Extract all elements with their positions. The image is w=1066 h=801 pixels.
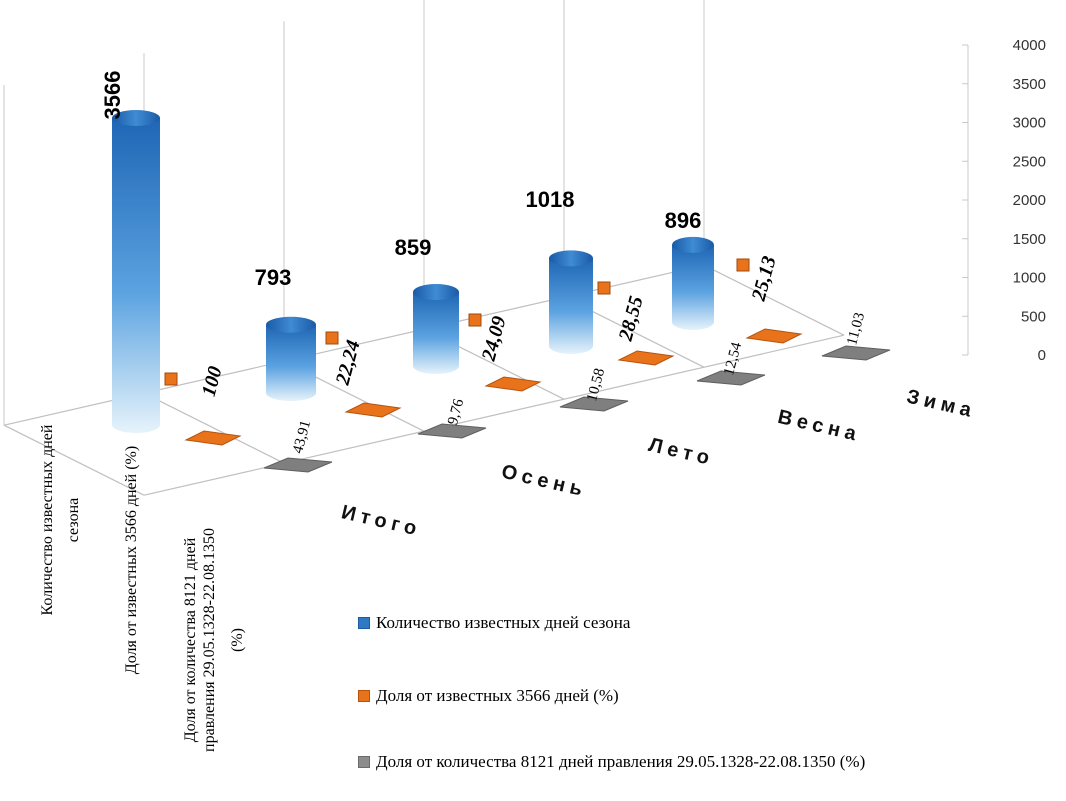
y-tick-label: 0	[1038, 347, 1046, 364]
bar-blue-1	[266, 324, 316, 401]
label-share-reign-1: 9,76	[445, 397, 467, 427]
bar-gray-2	[559, 396, 629, 412]
legend-item-share-known: Доля от известных 3566 дней (%)	[358, 686, 619, 706]
series-axis-label-2: (%)	[229, 628, 246, 652]
y-tick-label: 4000	[1013, 37, 1046, 54]
chart-walls	[3, 0, 845, 496]
category-label-4: Зима	[905, 386, 979, 423]
y-tick-label: 1000	[1013, 270, 1046, 287]
category-label-3: Весна	[776, 406, 863, 446]
legend-label-share-reign: Доля от количества 8121 дней правления 2…	[376, 752, 866, 771]
series-axis-label-2: Доля от количества 8121 дней	[182, 537, 199, 742]
y-tick-label: 3000	[1013, 115, 1046, 132]
category-label-2: Лето	[646, 434, 716, 470]
label-share-reign-4: 11,03	[844, 311, 868, 347]
marker-orange-1	[325, 331, 339, 345]
floor-front-edge	[143, 334, 845, 496]
label-share-known-1: 22,24	[331, 338, 364, 388]
series-axis-label-2: правления 29.05.1328-22.08.1350	[201, 528, 218, 752]
category-label-1: Осень	[499, 461, 589, 502]
label-count-2: 859	[395, 235, 432, 260]
bar-blue-top-4	[672, 236, 714, 253]
series-axis-label-0: сезона	[65, 498, 82, 542]
chart-marks	[112, 110, 891, 473]
y-axis: 0 500 1000 1500 2000 2500 3000 3500 4000	[962, 37, 1046, 364]
category-label-0: Итого	[339, 501, 423, 541]
legend-item-count: Количество известных дней сезона	[358, 613, 630, 633]
bar-blue-0	[112, 118, 160, 433]
label-count-1: 793	[255, 265, 292, 290]
marker-orange-2	[468, 313, 482, 327]
series-axis: Количество известных дней сезона Доля от и…	[39, 424, 246, 752]
floor-divider	[3, 424, 145, 496]
bar-blue-2	[413, 292, 459, 374]
label-share-known-0: 100	[198, 364, 227, 399]
series-axis-label-1: Доля от известных 3566 дней (%)	[123, 446, 140, 674]
marker-orange-4	[736, 258, 750, 272]
legend-label-share-known: Доля от известных 3566 дней (%)	[376, 686, 619, 705]
bar-gray-1	[417, 423, 487, 439]
data-labels: 3566 100 43,91 793 22,24 9,76 859 24,09 10,58 101…	[100, 71, 868, 456]
y-tick-label: 1500	[1013, 231, 1046, 248]
bar-blue-top-1	[266, 316, 316, 333]
legend-swatch-orange	[358, 690, 370, 702]
label-share-known-2: 24,09	[477, 314, 510, 364]
label-count-0: 3566	[100, 71, 125, 120]
label-share-reign-2: 10,58	[584, 367, 608, 404]
bar-blue-4	[672, 244, 714, 330]
legend-swatch-gray	[358, 756, 370, 768]
legend-label-count: Количество известных дней сезона	[376, 613, 631, 632]
bar-blue-3	[549, 258, 593, 354]
bar-orange-3	[617, 350, 675, 366]
bar-blue-top-0	[112, 110, 160, 126]
bar-orange-0	[184, 430, 242, 446]
category-axis: Итого Осень Лето Весна Зима	[339, 386, 978, 542]
legend-swatch-blue	[358, 617, 370, 629]
bar-blue-top-3	[549, 250, 593, 267]
y-tick-label: 500	[1021, 308, 1046, 325]
label-share-reign-0: 43,91	[290, 419, 314, 456]
bar-blue-top-2	[413, 284, 459, 301]
marker-orange-3	[597, 281, 611, 295]
y-tick-label: 3500	[1013, 76, 1046, 93]
legend-item-share-reign: Доля от количества 8121 дней правления 2…	[358, 752, 865, 772]
floor-divider	[703, 264, 845, 336]
bar-orange-2	[484, 376, 542, 392]
bar-orange-4	[745, 328, 803, 344]
bar-gray-4	[821, 345, 891, 361]
label-count-4: 896	[665, 208, 702, 233]
bar-gray-3	[696, 370, 766, 386]
marker-orange-0	[164, 372, 178, 386]
bar-orange-1	[344, 402, 402, 418]
y-tick-label: 2000	[1013, 192, 1046, 209]
floor-divider	[143, 392, 285, 464]
series-axis-label-0: Количество известных дней	[39, 424, 56, 615]
y-tick-label: 2500	[1013, 153, 1046, 170]
bar-gray-0	[263, 457, 333, 473]
label-share-known-4: 25,13	[747, 254, 780, 304]
label-count-3: 1018	[526, 187, 575, 212]
